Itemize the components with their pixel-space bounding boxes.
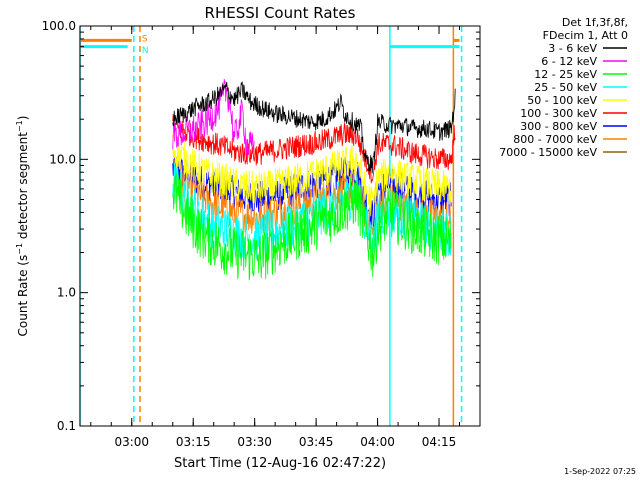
legend-label: 300 - 800 keV: [520, 120, 597, 133]
x-tick-label: 04:00: [360, 435, 395, 449]
chart-title: RHESSI Count Rates: [205, 4, 356, 22]
annotation-n: N: [142, 46, 149, 56]
legend-label: 7000 - 15000 keV: [499, 146, 597, 159]
legend-header-line-1: Det 1f,3f,8f,: [562, 16, 628, 29]
series-line-3-6-kev: [172, 81, 456, 174]
legend-label: 3 - 6 keV: [548, 42, 597, 55]
legend-label: 50 - 100 keV: [527, 94, 597, 107]
series-line-100-300-kev: [172, 114, 456, 184]
annotation-s: S: [142, 34, 148, 44]
legend-label: 800 - 7000 keV: [513, 133, 597, 146]
y-axis-label-part: ): [16, 116, 30, 121]
series-line-12-25-kev: [172, 172, 452, 281]
timestamp: 1-Sep-2022 07:25: [564, 467, 636, 476]
y-tick-label: 0.1: [57, 419, 76, 433]
y-axis-label-part: Count Rate (s: [16, 255, 30, 337]
series-line-50-100-kev: [172, 134, 452, 217]
y-tick-label: 10.0: [49, 152, 76, 166]
x-tick-label: 03:30: [237, 435, 272, 449]
y-axis-label-part: detector segment: [16, 132, 30, 243]
plot-frame: [79, 25, 481, 427]
legend-header-line-2: FDecim 1, Att 0: [543, 29, 628, 42]
legend-label: 100 - 300 keV: [520, 107, 597, 120]
y-tick-label: 1.0: [57, 286, 76, 300]
x-tick-label: 03:00: [114, 435, 149, 449]
x-tick-label: 03:15: [176, 435, 211, 449]
legend-label: 12 - 25 keV: [534, 68, 597, 81]
legend-label: 6 - 12 keV: [541, 55, 597, 68]
legend: Det 1f,3f,8f, FDecim 1, Att 0 3 - 6 keV6…: [499, 16, 628, 159]
x-tick-label: 03:45: [299, 435, 334, 449]
y-tick-label: 100.0: [42, 19, 76, 33]
legend-label: 25 - 50 keV: [534, 81, 597, 94]
y-axis-label-part: −1: [15, 243, 24, 255]
x-tick-label: 04:15: [422, 435, 457, 449]
x-axis-label: Start Time (12-Aug-16 02:47:22): [174, 456, 386, 471]
y-axis-label: Count Rate (s−1 detector segment−1): [15, 116, 30, 337]
y-axis-label-part: −1: [15, 120, 24, 132]
